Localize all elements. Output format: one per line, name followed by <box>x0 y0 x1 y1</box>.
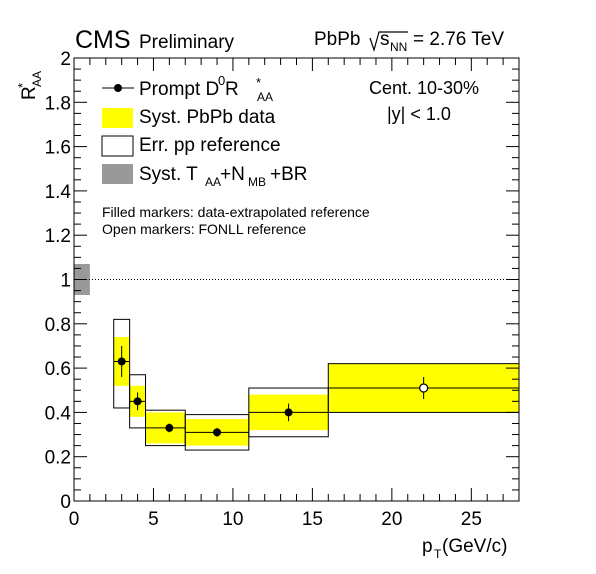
x-axis-label-unit: (GeV/c) <box>442 536 507 557</box>
legend-taa-text: Syst. T <box>139 164 198 185</box>
y-axis-label-sub: AA <box>30 71 44 87</box>
energy-value: = 2.76 TeV <box>413 29 504 50</box>
sqrt-sub: NN <box>390 40 407 54</box>
y-tick-label: 0 <box>60 492 71 513</box>
legend-err-pp-text: Err. pp reference <box>139 135 281 156</box>
status-label: Preliminary <box>139 32 235 53</box>
y-tick-label: 0.4 <box>45 403 72 424</box>
legend-taa-nmb: +N <box>220 164 245 185</box>
legend-entry-syst-taa: Syst. T AA +N MB +BR <box>102 164 308 189</box>
sqrt-sign <box>369 31 408 53</box>
legend-prompt-sup: 0 <box>218 73 225 88</box>
x-axis-label-sub: T <box>434 547 442 561</box>
sqrt-base: s <box>380 29 390 50</box>
y-tick-label: 1.6 <box>45 138 71 159</box>
y-tick-label: 0.6 <box>45 359 71 380</box>
x-tick-label: 10 <box>222 509 243 530</box>
energy-label: PbPb s NN = 2.76 TeV <box>314 29 504 54</box>
legend-entry-syst-pbpb: Syst. PbPb data <box>102 107 276 128</box>
y-tick-label: 1.8 <box>45 93 71 114</box>
x-axis-title: p T (GeV/c) <box>422 536 507 561</box>
centrality-label: Cent. 10-30% <box>369 78 479 98</box>
legend-taa-sub2: MB <box>248 175 266 189</box>
legend-prompt-star: * <box>256 75 261 90</box>
data-point <box>284 408 293 417</box>
x-tick-label: 0 <box>69 509 80 530</box>
legend: Prompt D 0 R * AA Syst. PbPb data Err. p… <box>101 73 308 189</box>
legend-taa-sub1: AA <box>205 175 221 189</box>
legend-prompt-text: Prompt D <box>139 79 219 100</box>
data-point-open <box>419 383 429 393</box>
legend-syst-pbpb-text: Syst. PbPb data <box>139 107 276 128</box>
x-axis-label: p <box>422 536 433 557</box>
y-tick-label: 0.8 <box>45 315 71 336</box>
x-tick-label: 25 <box>461 509 482 530</box>
legend-taa-br: +BR <box>270 164 308 185</box>
y-tick-label: 1 <box>60 271 71 292</box>
legend-prompt-sub: AA <box>257 90 273 104</box>
data-points-layer <box>113 345 519 437</box>
system-label: PbPb <box>314 29 360 50</box>
legend-marker <box>114 84 122 92</box>
note-open-markers: Open markers: FONLL reference <box>102 221 306 237</box>
y-axis-title: R * AA <box>15 71 44 100</box>
y-tick-label: 2 <box>60 49 71 70</box>
legend-swatch-gray <box>102 164 133 184</box>
rapidity-label: |y| < 1.0 <box>387 104 451 124</box>
axis-ticks: 0 5 10 15 20 25 0 0.2 0.4 0.6 0.8 1 1.2 1.4 1.6 1.8 2 <box>45 49 520 530</box>
y-tick-label: 1.2 <box>45 226 71 247</box>
data-point <box>213 428 222 437</box>
legend-swatch-open <box>101 135 134 157</box>
x-tick-label: 15 <box>302 509 323 530</box>
legend-entry-err-pp: Err. pp reference <box>101 135 281 157</box>
data-point <box>133 397 142 406</box>
legend-swatch-yellow <box>102 108 133 128</box>
pp-reference-box <box>113 318 131 409</box>
data-point <box>165 423 174 432</box>
x-tick-label: 20 <box>381 509 402 530</box>
data-point <box>117 357 126 366</box>
y-axis-label-sup: * <box>15 83 30 88</box>
y-axis-label: R <box>19 86 40 100</box>
y-tick-label: 1.4 <box>45 182 72 203</box>
note-filled-markers: Filled markers: data-extrapolated refere… <box>102 204 370 220</box>
legend-prompt-r: R <box>225 79 239 100</box>
y-tick-label: 0.2 <box>45 448 71 469</box>
experiment-label: CMS <box>75 26 131 54</box>
x-tick-label: 5 <box>148 509 159 530</box>
legend-entry-prompt: Prompt D 0 R * AA <box>102 73 273 104</box>
syst-pbpb-layer <box>113 337 519 446</box>
